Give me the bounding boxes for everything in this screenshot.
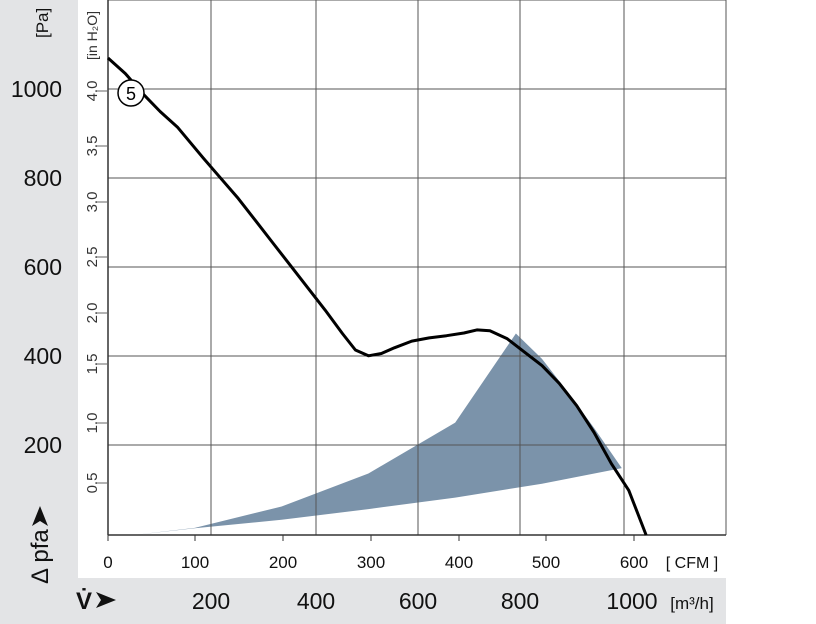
- y2-tick-label: 3.5: [84, 136, 101, 157]
- x-unit-m3h: [m³/h]: [670, 594, 713, 613]
- x-tick-label-cfm: 0: [103, 553, 112, 572]
- y2-tick-label: 0.5: [84, 473, 101, 494]
- x-tick-label-cfm: 500: [532, 553, 560, 572]
- y-tick-label-pa: 600: [24, 254, 62, 280]
- x-tick-label-cfm: 100: [181, 553, 209, 572]
- y2-tick-label: 2.5: [84, 247, 101, 268]
- x-tick-label-m3h: 600: [399, 588, 437, 614]
- flow-symbol: V̇: [76, 588, 92, 615]
- x-tick-label-m3h: 800: [501, 588, 539, 614]
- pressure-symbol: Δ pfa: [27, 529, 54, 584]
- y-tick-label-pa: 800: [24, 165, 62, 191]
- y2-tick-label: 4.0: [84, 81, 101, 102]
- x-tick-label-m3h: 1000: [606, 588, 657, 614]
- y2-tick-label: 1.5: [84, 354, 101, 375]
- flow-arrow-icon: [96, 592, 116, 608]
- curve-5-line: [106, 56, 648, 536]
- x-tick-label-cfm: 400: [445, 553, 473, 572]
- y2-unit: [in H₂O]: [84, 11, 100, 60]
- x-unit-cfm: [ CFM ]: [666, 555, 718, 572]
- y2-tick-label: 3.0: [84, 192, 101, 213]
- x-tick-label-cfm: 300: [357, 553, 385, 572]
- curve-label-text: 5: [126, 84, 136, 104]
- operating-range-region: [134, 333, 622, 535]
- x-tick-label-cfm: 600: [620, 553, 648, 572]
- y-tick-label-pa: 200: [24, 432, 62, 458]
- curve-5-label: 5: [117, 79, 145, 107]
- labels: 0 100 200 300 400 500 600[ CFM ]200 400 600 800 10…: [11, 8, 718, 615]
- y2-tick-label: 2.0: [84, 303, 101, 324]
- pressure-arrow-icon: [32, 506, 48, 526]
- y2-tick-label: 1.0: [84, 413, 101, 434]
- ticks: [96, 90, 635, 541]
- y-tick-label-pa: 400: [24, 343, 62, 369]
- curve-group: 5: [106, 56, 648, 536]
- y-unit-pa: [Pa]: [33, 8, 52, 38]
- grid: [107, 0, 727, 536]
- x-tick-label-m3h: 400: [297, 588, 335, 614]
- operating-range-shape: [134, 333, 622, 535]
- x-tick-label-cfm: 200: [269, 553, 297, 572]
- x-tick-label-m3h: 200: [192, 588, 230, 614]
- curve-label-circle: [117, 79, 145, 107]
- y-tick-label-pa: 1000: [11, 76, 62, 102]
- bottom-axis-band: [0, 578, 726, 624]
